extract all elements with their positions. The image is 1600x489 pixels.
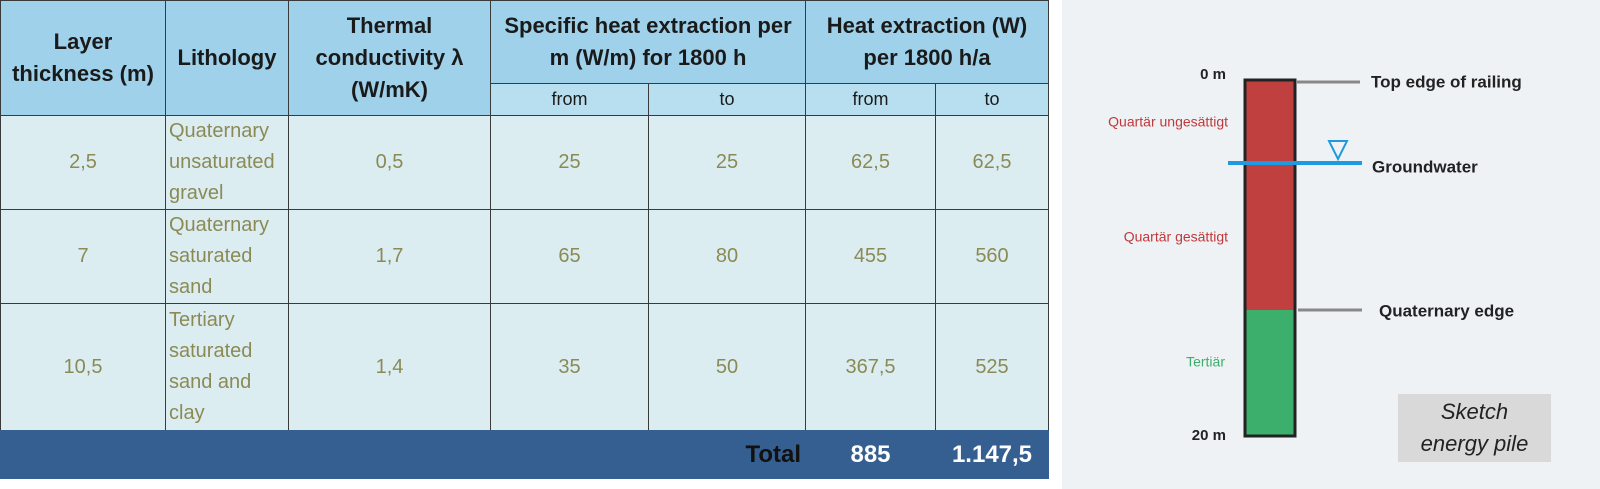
annotation: Groundwater — [1372, 157, 1478, 176]
table-cell: 0,5 — [288, 115, 491, 210]
table-cell: 65 — [490, 209, 649, 304]
total-cell: 885 — [805, 430, 936, 479]
table-cell: 1,7 — [288, 209, 491, 304]
header-cell: Lithology — [165, 0, 289, 116]
subheader-cell: to — [935, 83, 1049, 116]
layer-label: Quartär ungesättigt — [1108, 114, 1228, 130]
table-cell: 80 — [648, 209, 806, 304]
header-cell: Thermal conductivity λ (W/mK) — [288, 0, 491, 116]
layer-quaternary — [1245, 80, 1295, 310]
table-cell: 455 — [805, 209, 936, 304]
layer-label: Tertiär — [1186, 354, 1225, 370]
header-cell: Layer thickness (m) — [0, 0, 166, 116]
table-cell: 2,5 — [0, 115, 166, 210]
header-cell: Heat extraction (W) per 1800 h/a — [805, 0, 1049, 84]
table-cell: Tertiary saturated sand and clay — [165, 303, 289, 431]
water-symbol — [1327, 140, 1349, 162]
total-label: Total — [0, 430, 806, 479]
table-cell: 62,5 — [935, 115, 1049, 210]
table-cell: 62,5 — [805, 115, 936, 210]
table-cell: 25 — [648, 115, 806, 210]
table-cell: 7 — [0, 209, 166, 304]
subheader-cell: from — [490, 83, 649, 116]
table-cell: 35 — [490, 303, 649, 431]
caption-box: Sketch energy pile — [1398, 394, 1551, 462]
table-cell: Quaternary unsaturated gravel — [165, 115, 289, 210]
table-cell: 525 — [935, 303, 1049, 431]
pile-outline — [1243, 78, 1297, 438]
table-cell: 560 — [935, 209, 1049, 304]
table-cell: 50 — [648, 303, 806, 431]
annotation: Quaternary edge — [1379, 301, 1514, 320]
table-cell: 1,4 — [288, 303, 491, 431]
table-cell: 10,5 — [0, 303, 166, 431]
table-cell: 367,5 — [805, 303, 936, 431]
layer-label: Quartär gesättigt — [1124, 229, 1228, 245]
annotation: Top edge of railing — [1371, 72, 1522, 91]
layer-tertiary — [1245, 310, 1295, 436]
total-cell: 1.147,5 — [935, 430, 1049, 479]
table-cell: 25 — [490, 115, 649, 210]
table-cell: Quaternary saturated sand — [165, 209, 289, 304]
subheader-cell: to — [648, 83, 806, 116]
header-cell: Specific heat extraction per m (W/m) for… — [490, 0, 806, 84]
top-depth: 0 m — [1200, 66, 1226, 83]
bottom-depth: 20 m — [1192, 427, 1226, 444]
subheader-cell: from — [805, 83, 936, 116]
